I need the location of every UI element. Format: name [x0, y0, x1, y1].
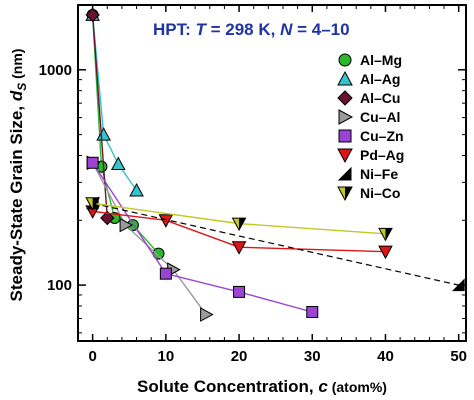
series-point: [231, 217, 247, 232]
x-tick-label: 40: [377, 348, 394, 365]
series-point: [451, 278, 465, 292]
series-line: [92, 162, 207, 315]
tick-labels: 0 10 20 30 40 50 100 1000: [39, 62, 467, 365]
series-point: [85, 197, 100, 211]
legend-marker: [337, 166, 352, 181]
series-point: [231, 241, 247, 255]
legend-marker: [338, 109, 354, 125]
series-line: [92, 162, 313, 313]
legend-label: Ni–Co: [360, 185, 400, 201]
series-point: [200, 307, 214, 322]
x-tick-label: 20: [231, 348, 248, 365]
x-tick-label: 50: [450, 348, 467, 365]
legend-label: Al–Cu: [360, 90, 400, 106]
chart-annotation: HPT: T = 298 K, N = 4–10: [153, 20, 350, 39]
series-point: [233, 285, 246, 298]
legend: Al–Mg Al–Ag Al–Cu Cu–Al Cu–Zn Pd–Ag Ni–Fe Ni–Co: [337, 52, 404, 202]
axis-ticks: [78, 4, 466, 341]
x-tick-label: 30: [304, 348, 321, 365]
x-tick-label: 10: [158, 348, 175, 365]
series-line: [92, 202, 459, 286]
legend-label: Al–Mg: [360, 52, 402, 68]
plot-frame: [77, 4, 467, 342]
y-axis-title: Steady-State Grain Size, dS (nm): [7, 49, 29, 302]
series-point: [110, 156, 126, 171]
series-6: [85, 196, 465, 292]
y-tick-label: 1000: [39, 62, 72, 79]
series-point-dark-half: [92, 197, 100, 210]
legend-marker: [338, 129, 352, 143]
series-point-dark-half: [239, 218, 246, 231]
legend-label: Cu–Al: [360, 109, 400, 125]
legend-marker: [337, 186, 353, 202]
legend-label: Pd–Ag: [360, 147, 404, 163]
legend-marker: [338, 53, 352, 67]
legend-label: Cu–Zn: [360, 128, 404, 144]
series-point-dark-half: [385, 228, 392, 241]
series-line: [92, 210, 386, 253]
series-point: [378, 227, 393, 242]
series-point: [85, 7, 100, 23]
series-point: [119, 217, 134, 233]
series-line: [91, 14, 138, 191]
series-point: [100, 210, 115, 226]
series-layer: [85, 7, 465, 322]
series-7: [85, 197, 393, 242]
series-point: [129, 182, 144, 197]
legend-label: Ni–Fe: [360, 166, 398, 182]
legend-marker-dark-half: [345, 187, 352, 200]
series-3: [86, 155, 214, 322]
series-point: [306, 306, 319, 319]
series-point: [158, 214, 174, 228]
series-2: [85, 7, 115, 226]
series-point: [378, 245, 393, 260]
y-tick-label: 100: [47, 277, 72, 294]
legend-marker: [337, 90, 353, 106]
legend-marker: [337, 70, 353, 86]
series-line: [91, 14, 108, 219]
x-axis-title: Solute Concentration, c (atom%): [137, 377, 387, 396]
legend-label: Al–Ag: [360, 71, 400, 87]
series-point: [86, 156, 99, 169]
x-tick-label: 0: [88, 348, 96, 365]
series-point: [159, 267, 172, 280]
series-4: [86, 156, 319, 319]
legend-marker: [337, 148, 353, 164]
series-point: [96, 127, 111, 141]
